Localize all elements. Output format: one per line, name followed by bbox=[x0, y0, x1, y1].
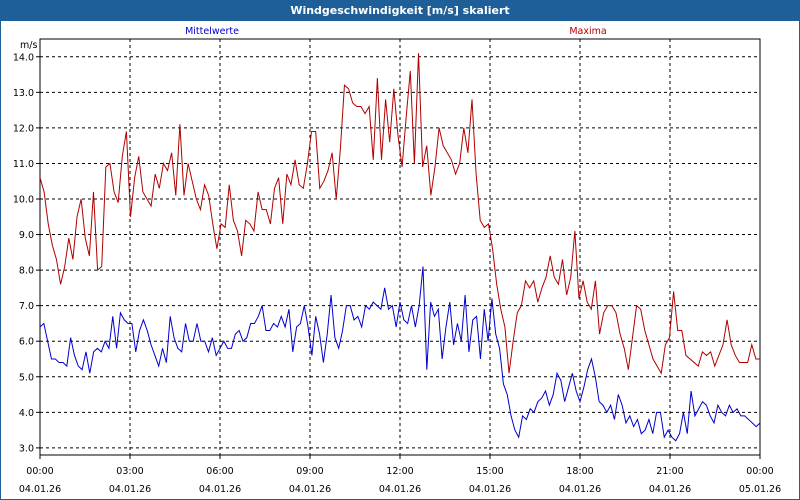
y-tick-label: 14.0 bbox=[13, 52, 34, 63]
x-tick-date: 04.01.26 bbox=[379, 484, 421, 495]
x-tick-date: 04.01.26 bbox=[649, 484, 691, 495]
x-tick-date: 04.01.26 bbox=[559, 484, 601, 495]
x-tick-date: 04.01.26 bbox=[469, 484, 511, 495]
x-tick-time: 09:00 bbox=[296, 466, 323, 477]
y-tick-label: 10.0 bbox=[13, 195, 34, 206]
y-tick-label: 9.0 bbox=[19, 230, 34, 241]
x-tick-date: 04.01.26 bbox=[19, 484, 61, 495]
x-tick-date: 05.01.26 bbox=[739, 484, 781, 495]
y-tick-label: 3.0 bbox=[19, 443, 34, 454]
y-tick-label: 4.0 bbox=[19, 408, 34, 419]
x-tick-date: 04.01.26 bbox=[199, 484, 241, 495]
y-tick-label: 5.0 bbox=[19, 372, 34, 383]
legend-maxima: Maxima bbox=[569, 26, 606, 37]
series-line-maxima bbox=[39, 53, 760, 375]
axis-ticks: 3.0 4.0 5.0 6.0 7.0 8.0 9.0 10.0 11.0 12.0 13.0 14.… bbox=[13, 52, 781, 495]
legend-mittelwerte: Mittelwerte bbox=[185, 26, 239, 37]
y-tick-label: 6.0 bbox=[19, 337, 34, 348]
x-tick-time: 00:00 bbox=[26, 466, 53, 477]
x-tick-time: 18:00 bbox=[566, 466, 593, 477]
x-tick-time: 06:00 bbox=[206, 466, 233, 477]
x-tick-time: 03:00 bbox=[116, 466, 143, 477]
x-tick-time: 12:00 bbox=[386, 466, 413, 477]
y-tick-label: 12.0 bbox=[13, 123, 34, 134]
y-tick-label: 8.0 bbox=[19, 266, 34, 277]
wind-speed-chart: 3.0 4.0 5.0 6.0 7.0 8.0 9.0 10.0 11.0 12.0 13.0 14.… bbox=[13, 26, 781, 495]
y-tick-label: 13.0 bbox=[13, 88, 34, 99]
y-tick-label: 11.0 bbox=[13, 159, 34, 170]
window-title: Windgeschwindigkeit [m/s] skaliert bbox=[1, 1, 799, 21]
x-tick-date: 04.01.26 bbox=[289, 484, 331, 495]
y-tick-label: 7.0 bbox=[19, 301, 34, 312]
grid bbox=[40, 39, 760, 455]
x-tick-time: 15:00 bbox=[476, 466, 503, 477]
x-tick-time: 00:00 bbox=[746, 466, 773, 477]
x-tick-date: 04.01.26 bbox=[109, 484, 151, 495]
series-line-mittelwerte bbox=[39, 266, 761, 442]
x-tick-time: 21:00 bbox=[656, 466, 683, 477]
y-axis-label: m/s bbox=[20, 40, 37, 51]
